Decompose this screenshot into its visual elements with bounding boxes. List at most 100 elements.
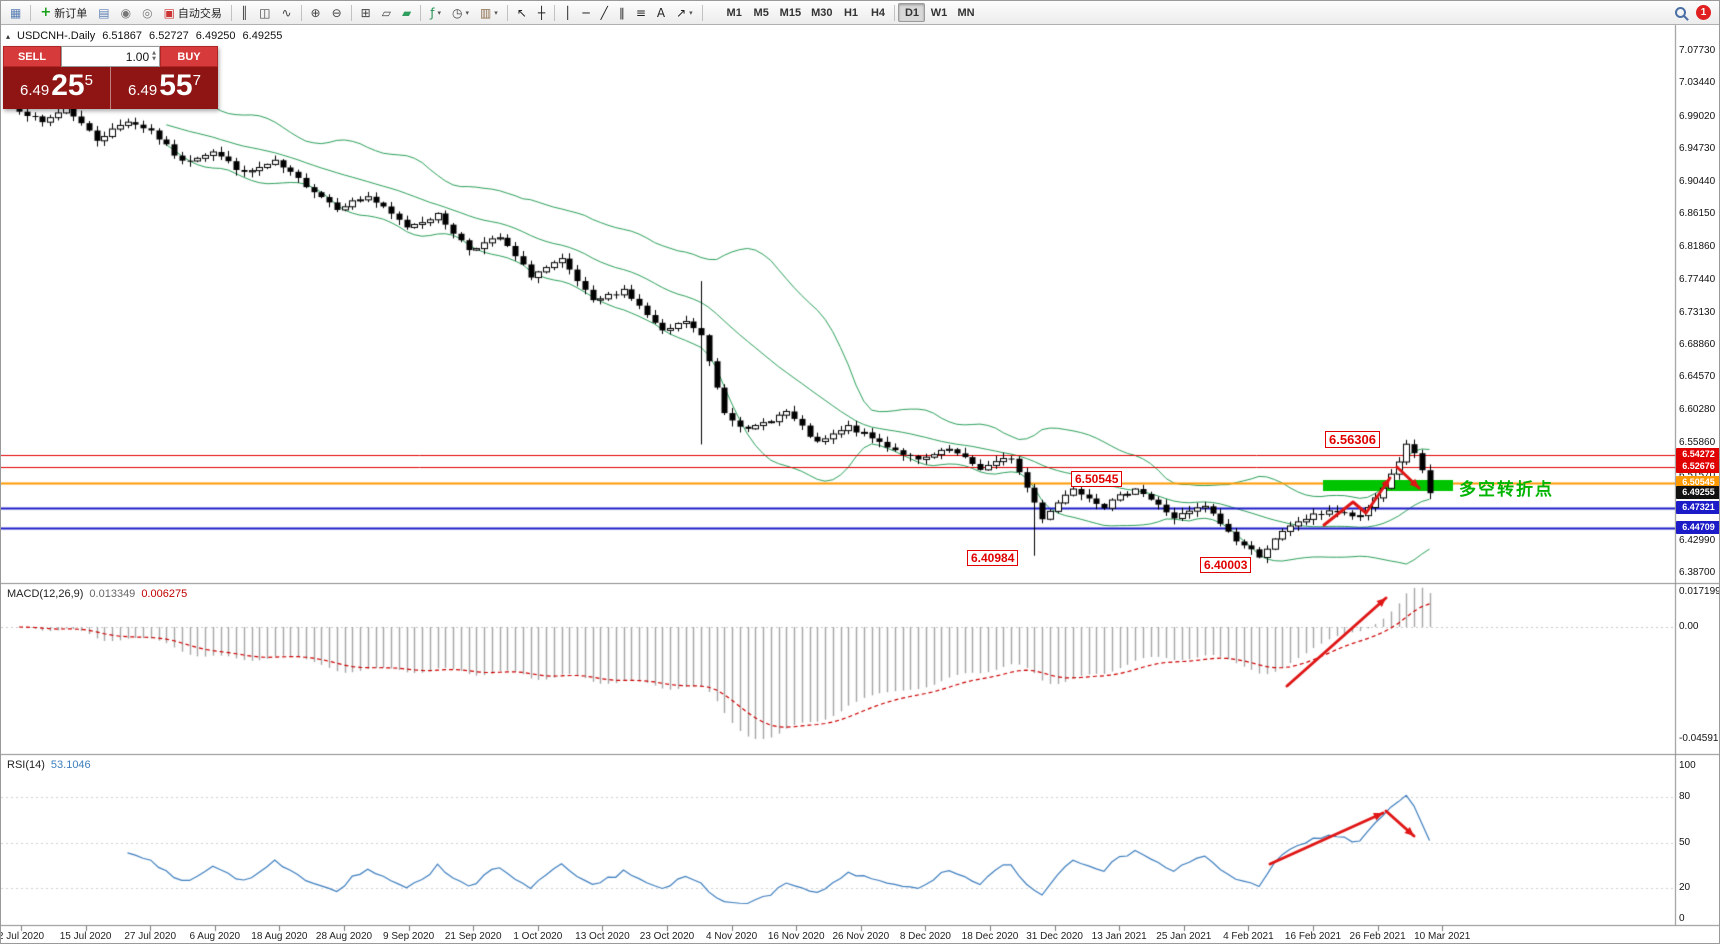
charts-icon[interactable]: ▤	[93, 3, 114, 23]
toolbar-separator	[350, 4, 352, 21]
rsi-label: RSI(14) 53.1046	[7, 759, 91, 771]
periods-icon[interactable]: ◷ ▾	[447, 3, 474, 23]
cursor-icon: ↖	[516, 5, 527, 20]
buy-button[interactable]: BUY	[160, 46, 218, 67]
volume-value: 1.00	[125, 49, 150, 64]
notifications-badge[interactable]: 1	[1696, 5, 1711, 20]
new-order-button-label: 新订单	[54, 7, 88, 20]
zoom-out-icon: ⊖	[331, 5, 342, 20]
new-order-button[interactable]: + 新订单	[35, 3, 92, 23]
horizontal-line-icon: ─	[582, 5, 590, 20]
rsi-value: 53.1046	[50, 759, 91, 771]
toolbar-separator	[420, 4, 422, 21]
tile-windows-icon: ⊞	[360, 5, 371, 20]
search-icon[interactable]	[1675, 7, 1686, 18]
timeframe-m30[interactable]: M30	[806, 3, 837, 22]
trade-panel-prices: 6.49 25 5 6.49 55 7	[3, 67, 218, 109]
tile-windows-icon[interactable]: ⊞	[356, 3, 376, 23]
timeframe-m5[interactable]: M5	[748, 3, 775, 22]
rsi-name: RSI(14)	[7, 759, 45, 771]
toolbar-separator	[506, 4, 508, 21]
spinner-up-icon[interactable]: ▲	[152, 50, 156, 56]
text-label-icon: A	[656, 5, 666, 20]
chart-ohlc-header: ▴ USDCNH-.Daily 6.51867 6.52727 6.49250 …	[6, 30, 282, 42]
zoom-in-icon[interactable]: ⊕	[306, 3, 326, 23]
zoom-out-icon[interactable]: ⊖	[327, 3, 347, 23]
periods-icon: ◷	[451, 5, 463, 20]
auto-arrange-icon[interactable]: ▰	[397, 3, 416, 23]
indicators-icon: ƒ	[430, 5, 435, 20]
buy-price-sup: 7	[192, 72, 201, 89]
collapse-arrow-icon[interactable]: ▴	[6, 31, 11, 41]
candlestick-chart-icon[interactable]: ◫	[254, 3, 275, 23]
ohlc-low: 6.49250	[195, 30, 236, 42]
sell-button[interactable]: SELL	[3, 46, 61, 67]
timeframe-m1[interactable]: M1	[721, 3, 748, 22]
market-watch-icon[interactable]: ◉	[116, 3, 136, 23]
buy-price[interactable]: 6.49 55 7	[111, 67, 218, 109]
trade-panel-top-row: SELL 1.00 ▲ ▼ BUY	[3, 46, 218, 67]
timeframe-w1[interactable]: W1	[925, 3, 952, 22]
chart-window-icon: ▦	[10, 5, 22, 20]
fibonacci-icon: ≡	[635, 5, 646, 20]
trendline-icon[interactable]: ╱	[596, 3, 613, 23]
macd-label: MACD(12,26,9) 0.013349 0.006275	[7, 588, 187, 600]
equidistant-channel-icon[interactable]: ∥	[614, 3, 630, 23]
toolbar-right-group: 1	[1675, 5, 1715, 20]
bar-chart-icon[interactable]: ║	[236, 3, 253, 23]
arrows-tool-icon[interactable]: ↗ ▾	[671, 3, 698, 23]
indicators-icon[interactable]: ƒ ▾	[425, 3, 446, 23]
dropdown-arrow-icon: ▾	[494, 8, 498, 17]
main-toolbar: ▦ + 新订单 ▤ ◉ ◎ ▣ 自动交易 ║ ◫ ∿ ⊕ ⊖ ⊞ ▱ ▰ ƒ ▾ ◷ ▾ ▥ ▾ ↖ ┼ │ ─ ╱ ∥ ≡ A ↗ ▾ M1…	[1, 1, 1719, 25]
sell-price[interactable]: 6.49 25 5	[3, 67, 110, 109]
volume-field[interactable]: 1.00 ▲ ▼	[61, 46, 160, 67]
toolbar-icon-group: ▦ + 新订单 ▤ ◉ ◎ ▣ 自动交易 ║ ◫ ∿ ⊕ ⊖ ⊞ ▱ ▰ ƒ ▾ ◷ ▾ ▥ ▾ ↖ ┼ │ ─ ╱ ∥ ≡ A ↗ ▾	[5, 3, 706, 23]
vertical-line-icon[interactable]: │	[559, 3, 576, 23]
toolbar-separator	[230, 4, 232, 21]
timeframe-d1[interactable]: D1	[898, 3, 926, 22]
chart-window-icon[interactable]: ▦	[5, 3, 26, 23]
cursor-icon[interactable]: ↖	[512, 3, 532, 23]
timeframe-toolbar: M1 M5 M15 M30 H1 H4 D1 W1 MN	[721, 3, 980, 22]
dropdown-arrow-icon: ▾	[437, 8, 441, 17]
volume-spinner[interactable]: ▲ ▼	[152, 50, 156, 62]
toolbar-separator	[30, 4, 32, 21]
macd-main-value: 0.013349	[89, 588, 136, 600]
dropdown-arrow-icon: ▾	[689, 8, 693, 17]
templates-icon[interactable]: ▥ ▾	[475, 3, 503, 23]
ohlc-high: 6.52727	[149, 30, 189, 42]
autotrading-button-label: 自动交易	[177, 7, 222, 20]
trade-panel-divider	[110, 67, 111, 109]
line-chart-icon[interactable]: ∿	[276, 3, 296, 23]
timeframe-h1[interactable]: H1	[837, 3, 864, 22]
candlestick-chart-icon: ◫	[259, 5, 271, 20]
macd-name: MACD(12,26,9)	[7, 588, 84, 600]
dropdown-arrow-icon: ▾	[465, 8, 469, 17]
pivot-annotation: 多空转折点	[1459, 480, 1554, 500]
new-order-icon: +	[40, 5, 52, 20]
text-label-icon[interactable]: A	[652, 3, 670, 23]
timeframe-mn[interactable]: MN	[952, 3, 979, 22]
autotrading-button[interactable]: ▣ 自动交易	[159, 3, 227, 23]
arrows-tool-icon: ↗	[676, 5, 687, 20]
horizontal-line-icon[interactable]: ─	[577, 3, 594, 23]
toolbar-separator	[554, 4, 556, 21]
charts-icon: ▤	[98, 5, 110, 20]
ohlc-close: 6.49255	[242, 30, 283, 42]
equidistant-channel-icon: ∥	[618, 5, 625, 20]
crosshair-icon[interactable]: ┼	[533, 3, 550, 23]
sell-price-prefix: 6.49	[20, 82, 50, 99]
fibonacci-icon[interactable]: ≡	[631, 3, 651, 23]
spinner-down-icon[interactable]: ▼	[152, 55, 156, 62]
toolbar-separator	[894, 4, 896, 21]
data-window-icon: ◎	[142, 5, 153, 20]
cascade-windows-icon[interactable]: ▱	[377, 3, 396, 23]
toolbar-separator	[300, 4, 302, 21]
timeframe-m15[interactable]: M15	[775, 3, 806, 22]
data-window-icon[interactable]: ◎	[137, 3, 157, 23]
trendline-icon: ╱	[600, 5, 608, 20]
timeframe-h4[interactable]: H4	[864, 3, 891, 22]
vertical-line-icon: │	[564, 5, 572, 20]
